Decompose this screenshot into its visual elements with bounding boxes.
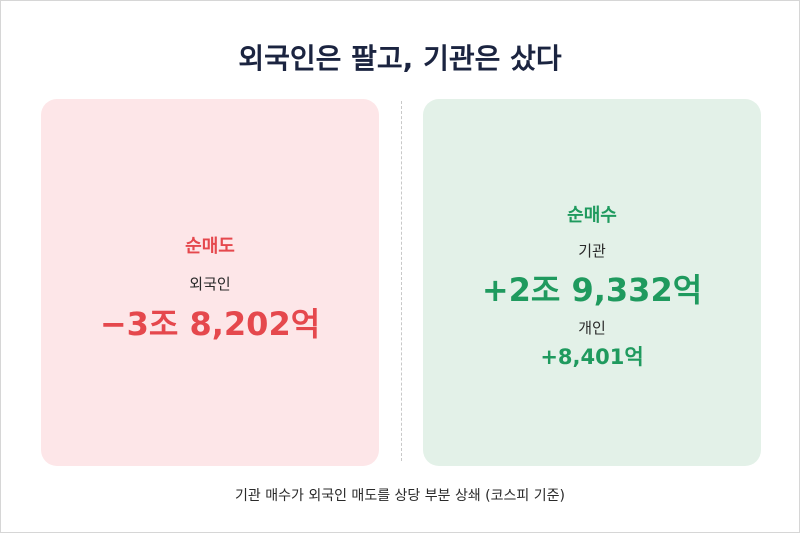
card-heading: 순매수 <box>567 205 617 226</box>
item-label: 외국인 <box>189 275 231 293</box>
card-heading: 순매도 <box>185 236 235 257</box>
divider <box>401 101 402 461</box>
item-label: 개인 <box>578 319 606 337</box>
item-amount: +8,401억 <box>540 345 644 369</box>
title: 외국인은 팔고, 기관은 샀다 <box>238 42 562 75</box>
sell-card: 순매도 외국인 −3조 8,202억 <box>41 99 379 466</box>
buy-card: 순매수 기관 +2조 9,332억 개인 +8,401억 <box>423 99 761 466</box>
item-amount: +2조 9,332억 <box>481 271 703 309</box>
item-label: 기관 <box>578 242 606 260</box>
footer-note: 기관 매수가 외국인 매도를 상당 부분 상쇄 (코스피 기준) <box>235 488 565 504</box>
item-amount: −3조 8,202억 <box>99 305 321 343</box>
